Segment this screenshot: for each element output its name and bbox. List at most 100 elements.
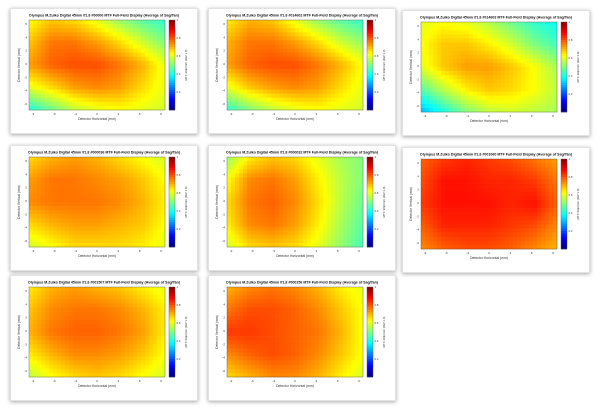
heatmap-cell	[429, 204, 434, 209]
heatmap-cell	[339, 206, 344, 211]
colorbar-segment	[169, 71, 175, 75]
heatmap-cell	[125, 24, 130, 29]
heatmap-cell	[359, 60, 364, 66]
heatmap-cell	[421, 220, 426, 225]
heatmap-cell	[157, 93, 162, 99]
heatmap-cell	[137, 165, 142, 170]
heatmap-cell	[235, 234, 240, 240]
heatmap-cell	[497, 91, 502, 96]
heatmap-cell	[425, 26, 430, 31]
heatmap-cell	[421, 91, 426, 96]
heatmap-cell	[263, 101, 268, 107]
heatmap-cell	[473, 58, 478, 64]
heatmap-cell	[351, 214, 356, 219]
x-tick-label: 0	[294, 249, 296, 253]
heatmap-cell	[231, 193, 236, 199]
heatmap-cell	[141, 157, 146, 162]
heatmap-cell	[319, 189, 324, 195]
heatmap-cell	[355, 177, 360, 182]
heatmap-cell	[339, 60, 344, 66]
heatmap-cell	[149, 210, 154, 215]
heatmap-cell	[53, 97, 58, 103]
heatmap-cell	[323, 36, 328, 41]
heatmap-cell	[453, 87, 458, 92]
heatmap-cell	[161, 161, 166, 166]
heatmap-cell	[89, 105, 94, 111]
heatmap-cell	[533, 224, 538, 229]
colorbar-segment	[561, 73, 567, 77]
heatmap-cell	[461, 179, 466, 184]
heatmap-cell	[545, 58, 550, 64]
colorbar-segment	[561, 51, 567, 54]
heatmap-cell	[239, 169, 244, 174]
heatmap-cell	[533, 79, 538, 84]
heatmap-cell	[275, 197, 280, 203]
heatmap-cell	[457, 26, 462, 31]
heatmap-cell	[433, 171, 438, 176]
heatmap-cell	[235, 214, 240, 219]
heatmap-cell	[267, 93, 272, 99]
heatmap-cell	[247, 32, 252, 37]
colorbar-tick-label: 0.4	[177, 209, 181, 213]
heatmap-cell	[243, 169, 248, 174]
heatmap-cell	[29, 226, 34, 231]
x-tick-label: -6	[445, 114, 448, 118]
heatmap-cell	[279, 230, 284, 236]
heatmap-cell	[117, 222, 122, 227]
heatmap-cell	[343, 56, 348, 62]
heatmap-cell	[441, 38, 446, 43]
heatmap-cell	[441, 83, 446, 88]
heatmap-cell	[339, 52, 344, 58]
heatmap-cell	[303, 105, 308, 111]
heatmap-cell	[533, 22, 538, 27]
heatmap-cell	[77, 222, 82, 227]
heatmap-cell	[65, 77, 70, 82]
heatmap-cell	[93, 56, 98, 62]
heatmap-cell	[133, 189, 138, 195]
heatmap-cell	[489, 175, 494, 180]
heatmap-cell	[311, 65, 316, 70]
heatmap-cell	[287, 234, 292, 240]
heatmap-cell	[525, 208, 530, 213]
heatmap-cell	[89, 48, 94, 54]
heatmap-cell	[235, 40, 240, 45]
heatmap-cell	[315, 93, 320, 99]
heatmap-cell	[133, 242, 138, 248]
heatmap-cell	[497, 26, 502, 31]
heatmap-cell	[453, 91, 458, 96]
heatmap-cell	[129, 189, 134, 195]
x-tick-label: 0	[488, 114, 490, 118]
colorbar-segment	[169, 105, 175, 109]
heatmap-cell	[279, 206, 284, 211]
heatmap-cell	[355, 40, 360, 45]
heatmap-cell	[101, 85, 106, 90]
heatmap-cell	[69, 291, 74, 296]
heatmap-cell	[549, 208, 554, 213]
mtf-heatmap: Olympus M.Zuiko Digital 45mm f/1.8 #0000…	[17, 151, 188, 259]
heatmap-cell	[141, 20, 146, 25]
heatmap-cell	[441, 54, 446, 60]
heatmap-cell	[41, 105, 46, 111]
heatmap-cell	[533, 75, 538, 80]
heatmap-cell	[97, 157, 102, 162]
colorbar-segment	[169, 161, 175, 165]
heatmap-cell	[49, 177, 54, 182]
heatmap-cell	[445, 220, 450, 225]
heatmap-cell	[287, 226, 292, 231]
heatmap-cell	[141, 177, 146, 182]
heatmap-cell	[299, 161, 304, 166]
heatmap-cell	[73, 24, 78, 29]
colorbar-segment	[367, 60, 373, 64]
heatmap-cell	[243, 69, 248, 74]
colorbar-segment	[367, 224, 373, 228]
heatmap-cell	[263, 85, 268, 90]
heatmap-cell	[287, 73, 292, 78]
heatmap-cell	[53, 226, 58, 231]
heatmap-cell	[497, 199, 502, 205]
heatmap-cell	[161, 77, 166, 82]
heatmap-cell	[227, 218, 232, 223]
heatmap-cell	[537, 87, 542, 92]
heatmap-cell	[93, 101, 98, 107]
heatmap-cell	[153, 56, 158, 62]
heatmap-cell	[445, 87, 450, 92]
